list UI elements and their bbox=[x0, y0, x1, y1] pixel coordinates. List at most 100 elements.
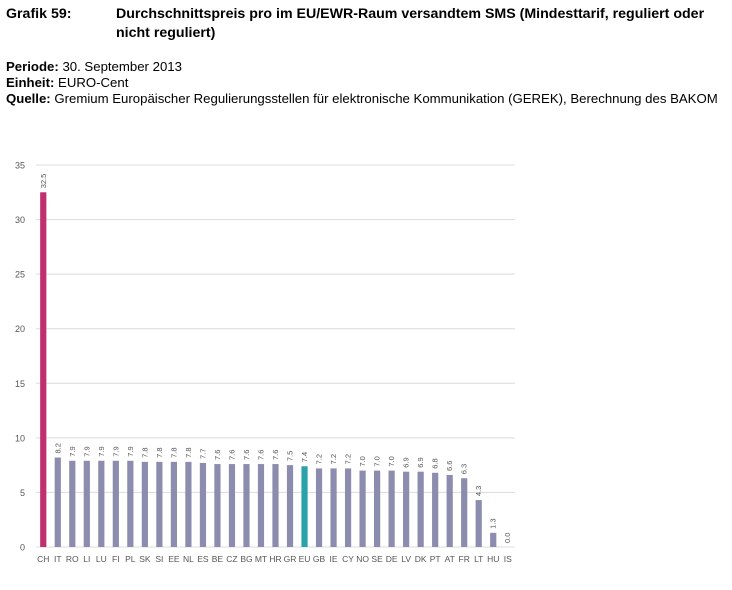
bars bbox=[40, 192, 497, 547]
einheit-line: Einheit: EURO-Cent bbox=[6, 75, 721, 91]
chart-header: Grafik 59: Durchschnittspreis pro im EU/… bbox=[6, 5, 721, 107]
bar-hr bbox=[272, 464, 279, 547]
bar-de bbox=[388, 470, 395, 547]
x-tick-label: PT bbox=[430, 554, 441, 564]
chart-title: Grafik 59: Durchschnittspreis pro im EU/… bbox=[6, 5, 721, 43]
data-label: 6.9 bbox=[416, 457, 425, 467]
bar-gb bbox=[315, 468, 323, 547]
bar-be bbox=[214, 464, 221, 547]
x-tick-label: RO bbox=[66, 554, 79, 564]
data-label: 4.3 bbox=[474, 486, 483, 496]
grafik-title: Durchschnittspreis pro im EU/EWR-Raum ve… bbox=[116, 6, 705, 41]
bar-ro bbox=[69, 460, 76, 547]
x-tick-label: PL bbox=[125, 554, 136, 564]
y-tick-label: 25 bbox=[15, 270, 25, 280]
data-label: 7.6 bbox=[242, 450, 251, 460]
quelle-label: Quelle: bbox=[6, 91, 51, 106]
x-tick-label: GR bbox=[284, 554, 297, 564]
data-label: 7.2 bbox=[315, 454, 324, 464]
data-label: 7.6 bbox=[227, 450, 236, 460]
x-axis-ticks: CH IT RO LI LU FI PL SK SI EE NL ES BE CZ BG MT HR GR EU GB… bbox=[37, 554, 512, 564]
bar-no bbox=[359, 470, 366, 547]
data-label: 7.7 bbox=[198, 449, 207, 459]
x-tick-label: GB bbox=[313, 554, 326, 564]
data-label: 7.9 bbox=[111, 446, 120, 456]
x-tick-label: CZ bbox=[226, 554, 237, 564]
y-tick-label: 35 bbox=[15, 161, 25, 171]
bar-ee bbox=[170, 461, 177, 547]
bar-cy bbox=[344, 468, 352, 547]
bar-sk bbox=[141, 461, 148, 547]
data-label: 6.3 bbox=[460, 464, 469, 474]
bar-nl bbox=[185, 461, 192, 547]
x-tick-label: IE bbox=[330, 554, 338, 564]
x-tick-label: SK bbox=[139, 554, 151, 564]
x-tick-label: ES bbox=[197, 554, 209, 564]
x-tick-label: LU bbox=[96, 554, 107, 564]
x-tick-label: DK bbox=[415, 554, 427, 564]
quelle-value: Gremium Europäischer Regulierungsstellen… bbox=[54, 91, 718, 106]
y-tick-label: 20 bbox=[15, 324, 25, 334]
y-tick-label: 0 bbox=[20, 543, 25, 553]
data-label: 7.9 bbox=[97, 446, 106, 456]
x-tick-label: LV bbox=[401, 554, 411, 564]
bar-si bbox=[156, 461, 163, 547]
bar-at bbox=[446, 474, 453, 547]
bar-cz bbox=[228, 464, 236, 547]
periode-line: Periode: 30. September 2013 bbox=[6, 59, 721, 75]
x-tick-label: HU bbox=[487, 554, 499, 564]
data-label: 7.8 bbox=[155, 447, 164, 457]
x-tick-label: IT bbox=[54, 554, 62, 564]
data-label: 7.0 bbox=[387, 456, 396, 466]
bar-pt bbox=[432, 472, 439, 547]
x-tick-label: LI bbox=[83, 554, 90, 564]
data-label: 7.9 bbox=[68, 446, 77, 456]
x-tick-label: IS bbox=[504, 554, 512, 564]
data-label: 6.6 bbox=[445, 461, 454, 471]
x-tick-label: EE bbox=[168, 554, 180, 564]
chart-meta: Periode: 30. September 2013 Einheit: EUR… bbox=[6, 59, 721, 107]
x-tick-label: CY bbox=[342, 554, 354, 564]
data-label: 8.2 bbox=[53, 443, 62, 453]
bar-fr bbox=[461, 478, 468, 547]
bar-mt bbox=[257, 464, 265, 547]
quelle-line: Quelle: Gremium Europäischer Regulierung… bbox=[6, 91, 721, 107]
einheit-label: Einheit: bbox=[6, 75, 55, 90]
data-label: 7.6 bbox=[271, 450, 280, 460]
bar-lu bbox=[98, 460, 105, 547]
y-tick-label: 15 bbox=[15, 379, 25, 389]
x-tick-label: LT bbox=[474, 554, 483, 564]
periode-label: Periode: bbox=[6, 59, 59, 74]
bar-bg bbox=[243, 464, 250, 547]
periode-value: 30. September 2013 bbox=[62, 59, 182, 74]
x-tick-label: NO bbox=[356, 554, 369, 564]
bar-ch bbox=[40, 192, 47, 547]
bar-li bbox=[83, 460, 90, 547]
x-tick-label: DE bbox=[386, 554, 398, 564]
bar-pl bbox=[127, 460, 134, 547]
data-label: 7.5 bbox=[286, 451, 295, 461]
bar-lt bbox=[475, 500, 482, 547]
x-tick-label: FI bbox=[112, 554, 120, 564]
data-label: 7.9 bbox=[126, 446, 135, 456]
x-tick-label: MT bbox=[255, 554, 267, 564]
x-tick-label: FR bbox=[459, 554, 470, 564]
x-tick-label: SI bbox=[155, 554, 163, 564]
x-tick-label: SE bbox=[371, 554, 383, 564]
bar-es bbox=[199, 462, 207, 547]
bar-lv bbox=[403, 471, 410, 547]
bar-ie bbox=[330, 468, 337, 547]
x-tick-label: CH bbox=[37, 554, 49, 564]
data-label: 0.0 bbox=[503, 533, 512, 543]
bar-chart: 0 5 10 15 20 25 30 35 32.5 8.2 7.9 7.9 7.9 7.9 7.9 7.8… bbox=[15, 161, 515, 564]
y-axis-ticks: 0 5 10 15 20 25 30 35 bbox=[15, 161, 25, 553]
x-tick-label: EU bbox=[299, 554, 311, 564]
x-tick-label: HR bbox=[269, 554, 281, 564]
bar-eu bbox=[301, 466, 308, 547]
y-tick-label: 30 bbox=[15, 215, 25, 225]
bar-dk bbox=[417, 471, 424, 547]
data-label: 1.3 bbox=[489, 518, 498, 528]
data-label: 7.2 bbox=[329, 454, 338, 464]
bar-gr bbox=[286, 465, 294, 547]
data-label: 7.0 bbox=[358, 456, 367, 466]
